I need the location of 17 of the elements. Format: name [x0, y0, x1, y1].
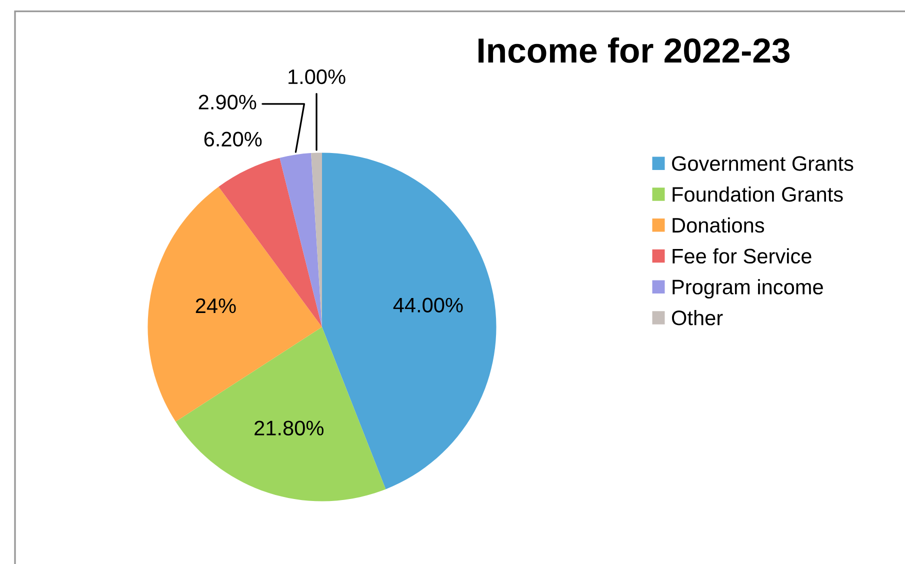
pie-slice	[176, 327, 386, 502]
legend-label: Government Grants	[672, 156, 854, 171]
data-label: 21.80%	[254, 420, 324, 436]
pie-slice	[322, 152, 496, 490]
pie-slice	[280, 153, 322, 327]
data-label: 24%	[196, 298, 236, 314]
legend-label: Foundation Grants	[672, 186, 843, 202]
data-label: 1.00%	[288, 69, 346, 84]
pie-slice	[148, 186, 322, 422]
legend-label: Other	[672, 310, 723, 326]
chart-title: Income for 2022-23	[478, 37, 790, 63]
data-label: 44.00%	[393, 298, 463, 312]
legend-label: Donations	[672, 217, 764, 233]
legend-label: Program income	[672, 279, 823, 299]
legend-label: Fee for Service	[672, 248, 812, 264]
data-label: 6.20%	[204, 132, 262, 147]
data-label: 2.90%	[198, 94, 256, 110]
